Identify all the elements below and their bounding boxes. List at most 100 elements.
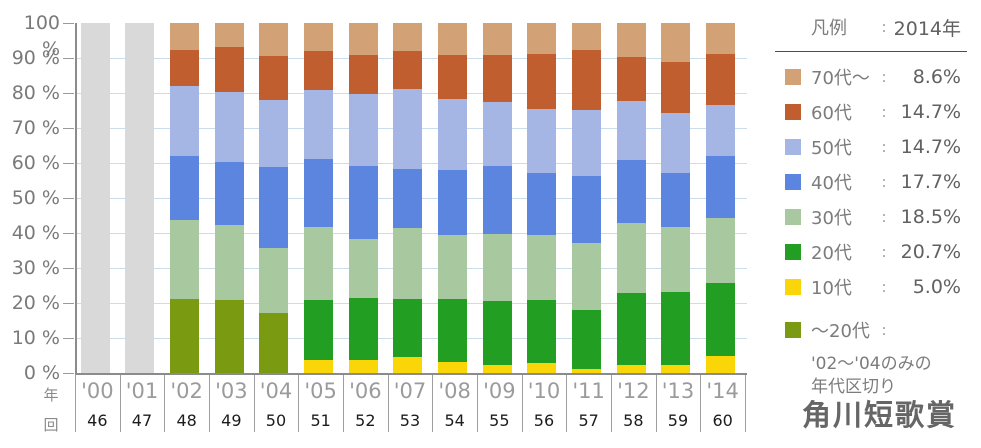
bar-segment-40代: [169, 155, 199, 221]
year-label: '11: [572, 379, 605, 403]
year-label: '09: [483, 379, 516, 403]
round-label: 51: [310, 411, 331, 430]
column-separator: [75, 375, 76, 432]
column-separator: [387, 375, 389, 432]
bar-segment-40代: [527, 173, 557, 236]
bar-segment-〜20代: [214, 300, 244, 373]
bar-segment-30代: [303, 227, 333, 301]
legend-item-value: 14.7%: [900, 101, 961, 123]
y-axis-tick: [63, 303, 74, 304]
bar-segment-40代: [616, 159, 646, 224]
legend-item-value: 8.6%: [912, 66, 961, 88]
legend-item-colon: :: [881, 173, 887, 191]
bar-segment-60代: [169, 49, 199, 87]
round-label: 47: [131, 411, 153, 430]
stacked-bar-00: [80, 23, 110, 373]
legend-item: 50代 : 14.7%: [775, 136, 967, 159]
bar-segment-70代〜: [214, 23, 244, 48]
bar-segment-40代: [705, 156, 735, 219]
year-label: '13: [661, 379, 695, 403]
bar-segment-70代〜: [437, 23, 467, 55]
y-axis-tick-label: 100 %: [23, 12, 60, 60]
year-label: '03: [215, 379, 248, 403]
bar-segment-70代〜: [571, 23, 601, 51]
column-separator: [119, 375, 121, 432]
legend-swatch-60s: [785, 104, 801, 120]
column-separator: [521, 375, 523, 432]
legend-divider: [775, 51, 967, 52]
bar-segment-50代: [259, 99, 289, 168]
bar-segment-50代: [393, 88, 423, 170]
bar-segment-50代: [705, 104, 735, 157]
year-label: '00: [81, 379, 114, 403]
bar-segment-70代〜: [616, 23, 646, 57]
legend-item-value: 17.7%: [900, 171, 961, 193]
bar-segment-60代: [348, 54, 378, 94]
bar-segment-60代: [214, 47, 244, 93]
year-label: '05: [304, 379, 337, 403]
legend-swatch-under20s: [785, 322, 801, 338]
bar-segment-20代: [348, 298, 378, 361]
legend-item-value: 18.5%: [900, 206, 961, 228]
bar-segment-〜20代: [169, 299, 199, 373]
y-axis-tick-label: 30 %: [11, 257, 60, 279]
bar-segment-50代: [616, 100, 646, 160]
bar-segment-10代: [393, 356, 423, 373]
stacked-bar-06: [348, 23, 378, 373]
legend-item-colon: :: [881, 321, 887, 339]
bar-segment-40代: [482, 165, 512, 235]
y-axis-tick: [63, 198, 74, 199]
legend-swatch-70s: [785, 69, 801, 85]
bar-segment-30代: [527, 235, 557, 301]
legend-item: 60代 : 14.7%: [775, 101, 967, 124]
x-axis-table: '00 46 '01 47 '02 48 '03 49 '04 50 '05 51 '06 52 '07 53…: [75, 375, 746, 432]
y-axis-tick-label: 10 %: [11, 327, 60, 349]
bar-segment-60代: [482, 54, 512, 103]
legend-item-value: 5.0%: [912, 276, 961, 298]
legend-swatch-10s: [785, 279, 801, 295]
round-label: 59: [667, 411, 689, 430]
stacked-bar-05: [303, 23, 333, 373]
legend-item-label: 40代: [811, 173, 852, 194]
bar-segment-30代: [214, 224, 244, 301]
bar-segment-10代: [348, 360, 378, 373]
legend-item-label: 50代: [811, 138, 852, 159]
year-label: '04: [259, 379, 293, 403]
y-axis-tick-label: 50 %: [11, 187, 60, 209]
legend-item-label: 20代: [811, 243, 852, 264]
year-label: '14: [706, 379, 739, 403]
bar-segment-50代: [303, 89, 333, 159]
year-label: '08: [438, 379, 471, 403]
bar-segment-40代: [661, 172, 691, 228]
bar-segment-30代: [169, 220, 199, 300]
legend-swatch-50s: [785, 139, 801, 155]
bar-segment-60代: [437, 54, 467, 100]
bar-segment-60代: [571, 50, 601, 111]
stacked-bar-01: [125, 23, 155, 373]
legend-item: 70代〜 : 8.6%: [775, 66, 967, 89]
column-separator: [700, 375, 702, 432]
bar-segment-10代: [571, 369, 601, 373]
bar-segment-10代: [661, 365, 691, 373]
bar-segment-60代: [303, 51, 333, 90]
column-separator: [253, 375, 255, 432]
legend-header-value: 2014年: [893, 17, 961, 40]
round-label: 53: [399, 411, 421, 430]
legend-item: 20代 : 20.7%: [775, 241, 967, 264]
stacked-bar-09: [482, 23, 512, 373]
bar-segment-40代: [303, 158, 333, 228]
round-label: 55: [489, 411, 510, 430]
y-axis-tick: [63, 23, 74, 24]
bar-segment-20代: [661, 291, 691, 366]
legend-note-line2: 年代区切り: [811, 377, 896, 397]
legend-header-colon: :: [881, 18, 887, 36]
year-label: '12: [617, 379, 650, 403]
bar-segment-50代: [348, 93, 378, 166]
bar-segment-40代: [571, 175, 601, 243]
no-data-bar: [125, 23, 155, 373]
stacked-bar-14: [705, 23, 735, 373]
column-separator: [745, 375, 746, 432]
y-axis-tick: [63, 233, 74, 234]
y-axis-tick: [63, 58, 74, 59]
bar-segment-50代: [482, 102, 512, 166]
